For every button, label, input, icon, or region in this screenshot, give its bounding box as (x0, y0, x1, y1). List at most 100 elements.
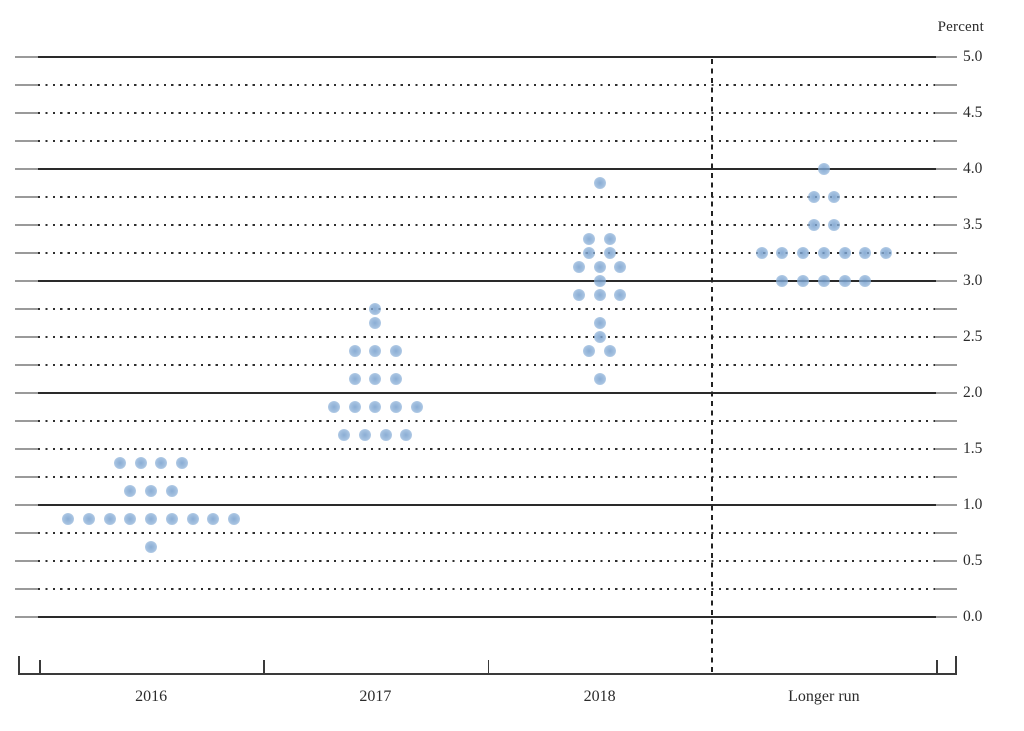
y-axis-unit-label: Percent (937, 19, 984, 35)
projection-dot (390, 373, 403, 385)
gridline-right-cap (936, 336, 957, 338)
projection-dot (390, 345, 403, 357)
x-axis-section-tick (487, 660, 490, 673)
gridline-dotted (38, 252, 936, 254)
gridline-dotted (38, 224, 936, 226)
gridline-left-cap (15, 196, 38, 198)
gridline-dotted (38, 140, 936, 142)
y-axis-tick-label: 0.5 (963, 552, 983, 569)
projection-dot (614, 261, 627, 273)
projection-dot (583, 345, 596, 357)
projection-dot (797, 275, 810, 287)
projection-dot (338, 429, 351, 441)
gridline-solid (38, 504, 936, 506)
y-axis-tick-label: 1.0 (963, 496, 983, 513)
y-axis-tick-label: 3.0 (963, 272, 983, 289)
gridline-right-cap (936, 224, 957, 226)
gridline-left-cap (15, 420, 38, 422)
gridline-left-cap (15, 364, 38, 366)
projection-dot (593, 317, 606, 329)
gridline-right-cap (936, 420, 957, 422)
gridline-dotted (38, 336, 936, 338)
gridline-right-cap (936, 280, 957, 282)
gridline-dotted (38, 112, 936, 114)
gridline-left-cap (15, 448, 38, 450)
projection-dot (103, 513, 116, 525)
gridline-left-cap (15, 336, 38, 338)
gridline-dotted (38, 532, 936, 534)
projection-dot (797, 247, 810, 259)
projection-dot (583, 233, 596, 245)
projection-dot (369, 317, 382, 329)
projection-dot (838, 247, 851, 259)
projection-dot (603, 247, 616, 259)
projection-dot (348, 373, 361, 385)
x-axis-baseline (18, 673, 957, 675)
projection-dot (859, 275, 872, 287)
projection-dot (145, 513, 158, 525)
gridline-right-cap (936, 84, 957, 86)
projection-dot (828, 219, 841, 231)
gridline-right-cap (936, 252, 957, 254)
gridline-right-cap (936, 168, 957, 170)
x-axis-category-label: Longer run (788, 688, 860, 705)
gridline-left-cap (15, 140, 38, 142)
projection-dot (614, 289, 627, 301)
gridline-left-cap (15, 616, 38, 618)
projection-dot (369, 401, 382, 413)
gridline-left-cap (15, 84, 38, 86)
projection-dot (807, 191, 820, 203)
gridline-dotted (38, 196, 936, 198)
projection-dot (369, 345, 382, 357)
gridline-right-cap (936, 476, 957, 478)
y-axis-tick-label: 1.5 (963, 440, 983, 457)
gridline-dotted (38, 364, 936, 366)
gridline-left-cap (15, 476, 38, 478)
projection-dot (165, 485, 178, 497)
gridline-right-cap (936, 56, 957, 58)
gridline-right-cap (936, 616, 957, 618)
gridline-right-cap (936, 560, 957, 562)
projection-dot (572, 289, 585, 301)
projection-dot (755, 247, 768, 259)
projection-dot (327, 401, 340, 413)
gridline-solid (38, 56, 936, 58)
gridline-right-cap (936, 532, 957, 534)
longer-run-separator (710, 59, 713, 673)
projection-dot (369, 373, 382, 385)
gridline-left-cap (15, 504, 38, 506)
gridline-right-cap (936, 196, 957, 198)
projection-dot (114, 457, 127, 469)
projection-dot (207, 513, 220, 525)
projection-dot (593, 275, 606, 287)
projection-dot (603, 233, 616, 245)
gridline-dotted (38, 588, 936, 590)
projection-dot (776, 275, 789, 287)
gridline-left-cap (15, 252, 38, 254)
projection-dot (369, 303, 382, 315)
gridline-right-cap (936, 140, 957, 142)
projection-dot (593, 177, 606, 189)
x-axis-category-label: 2018 (583, 688, 616, 705)
gridline-left-cap (15, 588, 38, 590)
projection-dot (859, 247, 872, 259)
projection-dot (817, 247, 830, 259)
x-axis-left-cap (18, 656, 20, 673)
projection-dot (572, 261, 585, 273)
projection-dot (134, 457, 147, 469)
y-axis-tick-label: 3.5 (963, 216, 983, 233)
projection-dot (776, 247, 789, 259)
gridline-right-cap (936, 392, 957, 394)
gridline-left-cap (15, 532, 38, 534)
projection-dot (155, 457, 168, 469)
y-axis-tick-label: 4.0 (963, 160, 983, 177)
gridline-left-cap (15, 112, 38, 114)
gridline-solid (38, 616, 936, 618)
x-axis-category-label: 2016 (135, 688, 168, 705)
projection-dot (176, 457, 189, 469)
projection-dot (583, 247, 596, 259)
projection-dot (186, 513, 199, 525)
y-axis-tick-label: 4.5 (963, 104, 983, 121)
projection-dot (593, 373, 606, 385)
